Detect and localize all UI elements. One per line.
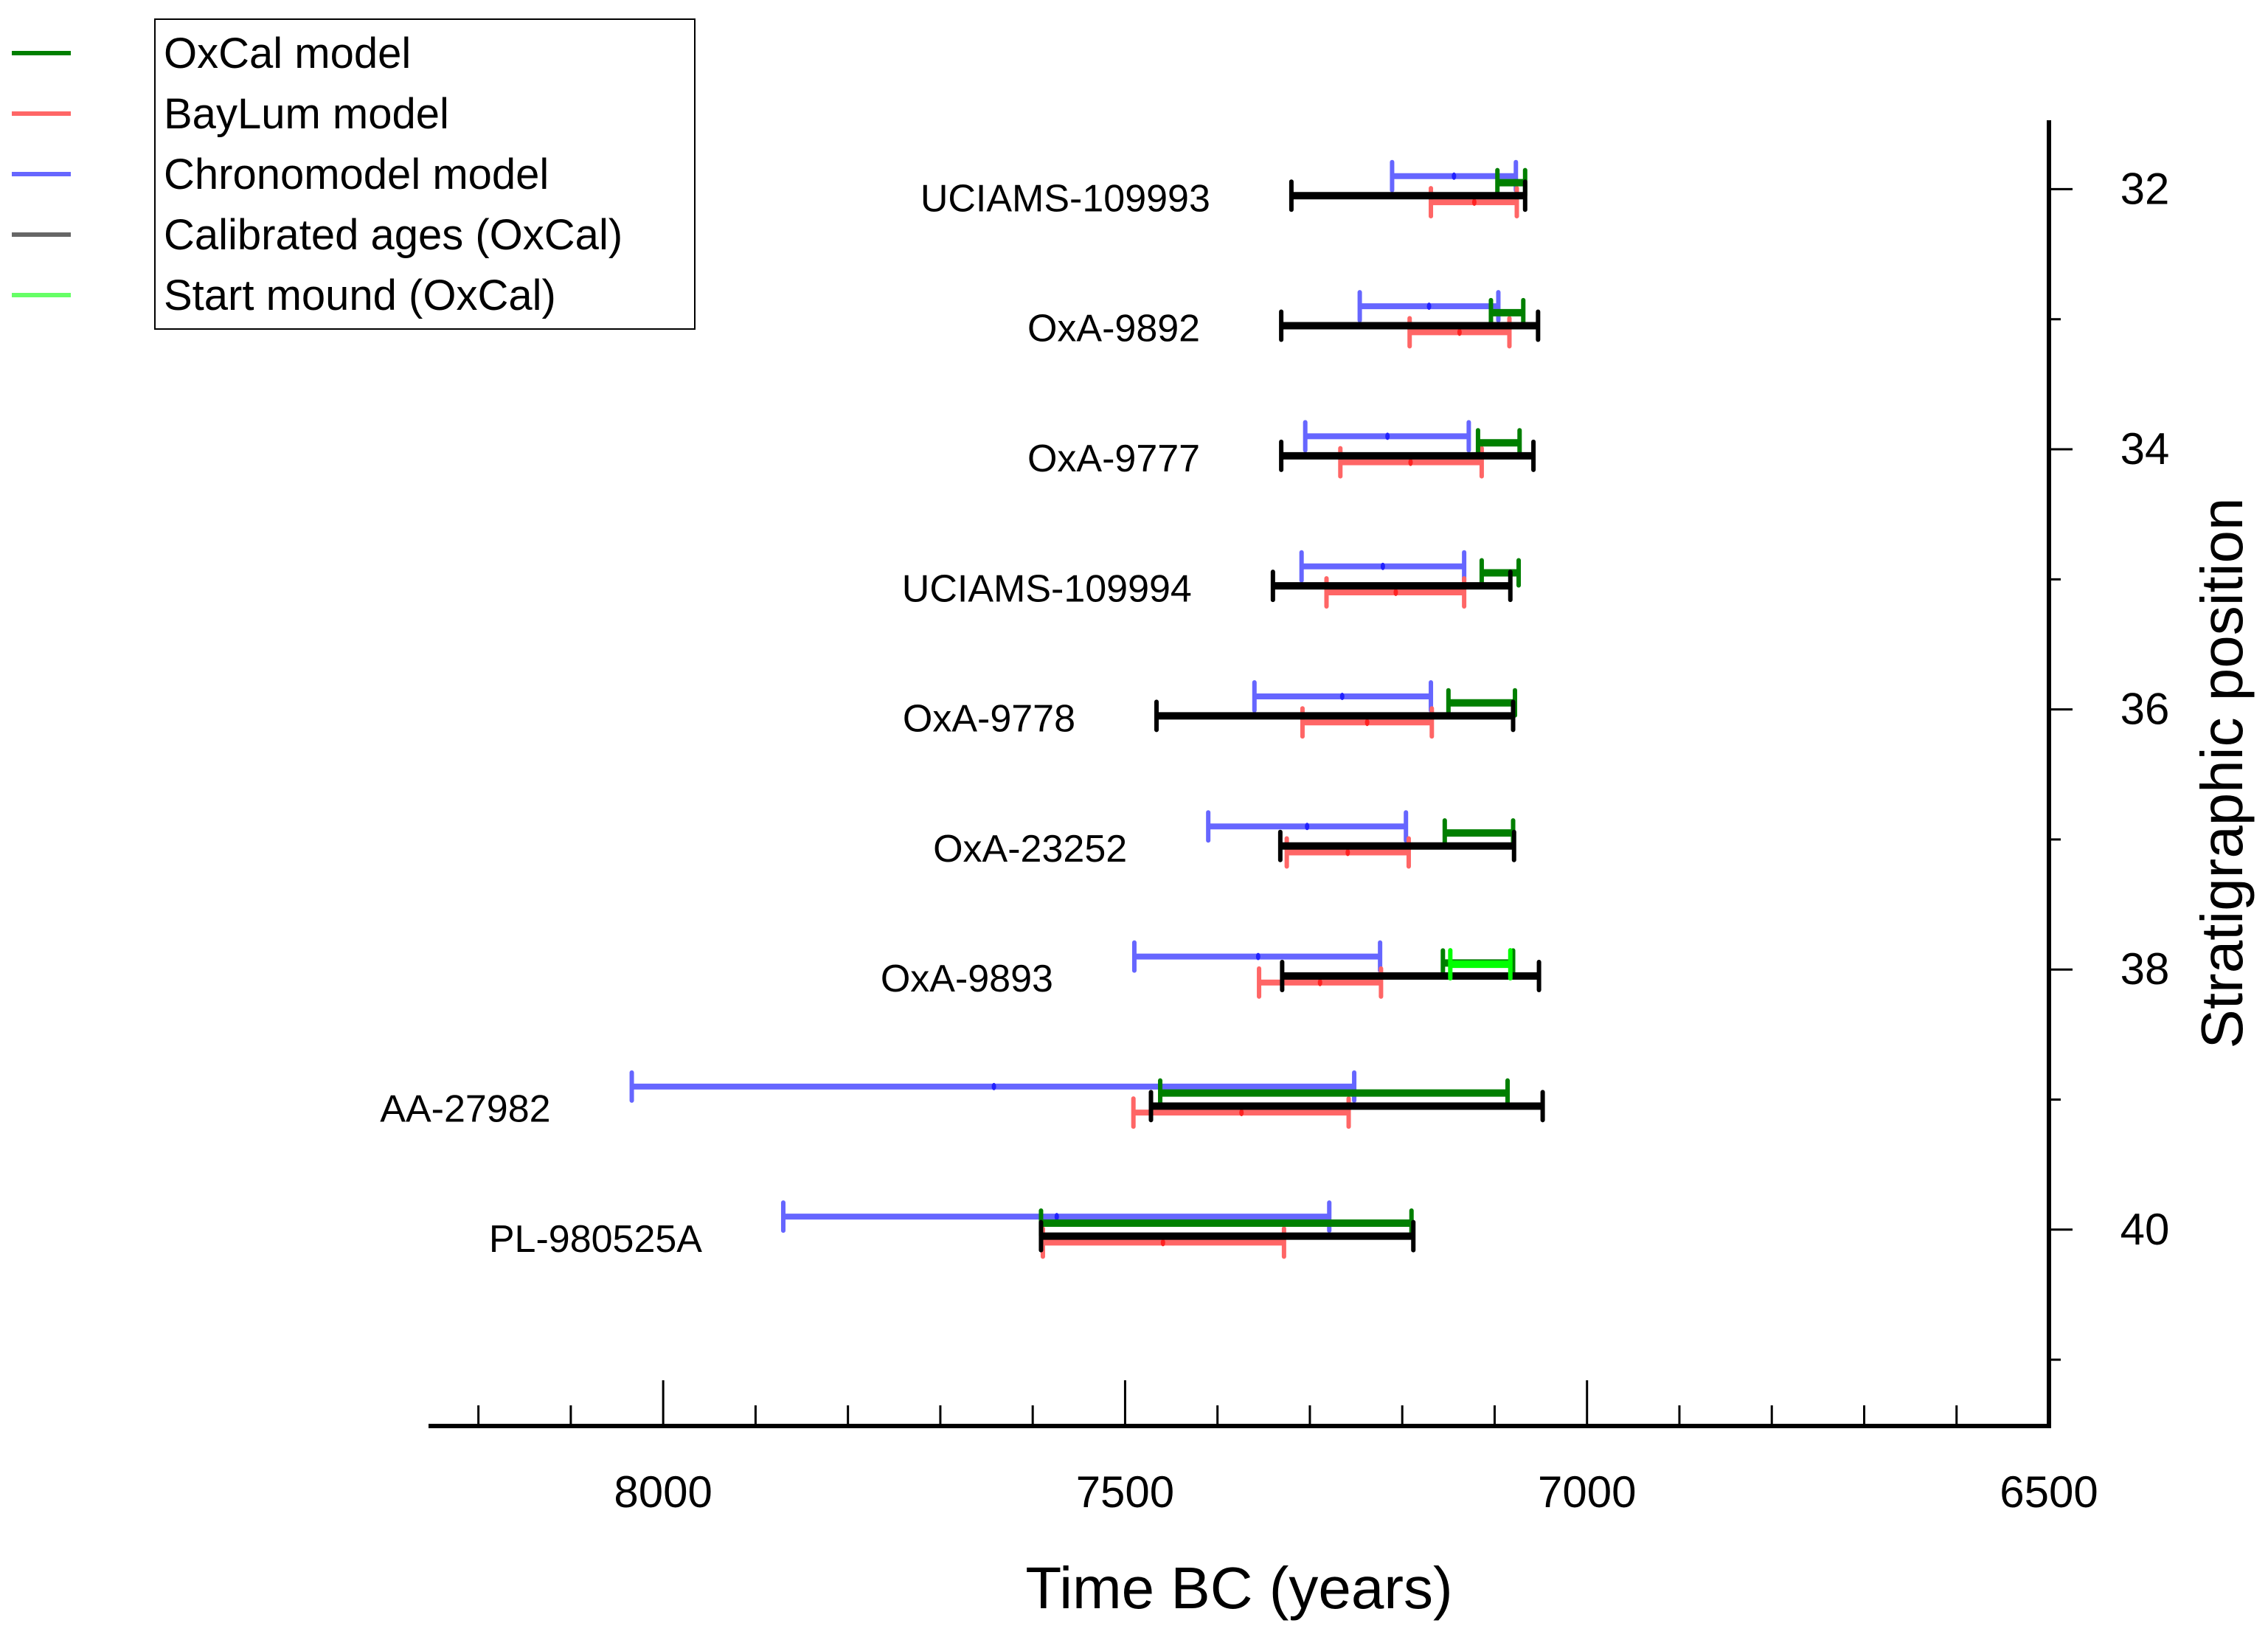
chrono-median-point [1380, 562, 1385, 570]
sample-label: UCIAMS-109994 [902, 567, 1192, 610]
sample-label: AA-27982 [380, 1088, 550, 1131]
baylum-median-point [1160, 1239, 1165, 1247]
x-tick-label: 6500 [2000, 1467, 2098, 1517]
chrono-median-point [1452, 172, 1457, 180]
chrono-median-point [1255, 952, 1260, 961]
sample-label: OxA-9778 [903, 698, 1075, 741]
y-tick-label: 36 [2120, 685, 2170, 734]
baylum-median-point [1457, 328, 1462, 336]
baylum-median-point [1364, 719, 1370, 727]
y-axis-title: Stratigraphic position [2189, 497, 2255, 1048]
baylum-median-point [1345, 848, 1350, 856]
chrono-median-point [1385, 432, 1390, 440]
baylum-median-point [1317, 978, 1322, 986]
calib-legend-label: Calibrated ages (OxCal) [164, 211, 623, 259]
sample-label: OxA-9892 [1027, 308, 1200, 350]
sample-label: OxA-9777 [1027, 437, 1200, 480]
y-tick-label: 32 [2120, 164, 2170, 213]
x-axis-title: Time BC (years) [1025, 1555, 1452, 1621]
baylum-median-point [1471, 198, 1477, 207]
baylum-legend-label: BayLum model [164, 90, 449, 138]
baylum-median-point [1239, 1109, 1244, 1117]
sample-row [780, 1200, 1416, 1259]
chrono-median-point [1339, 692, 1345, 700]
sample-row [1270, 550, 1522, 609]
y-tick-label: 34 [2120, 424, 2170, 474]
y-tick-label: 40 [2120, 1205, 2170, 1254]
y-axis: 32 34 36 38 40 [2047, 120, 2170, 1428]
oxcal-legend-label: OxCal model [164, 30, 411, 77]
chrono-median-point [1054, 1213, 1059, 1221]
x-tick-label: 7000 [1538, 1467, 1636, 1517]
plot-marks [629, 159, 1545, 1259]
sample-labels: UCIAMS-109993 OxA-9892 OxA-9777 UCIAMS-1099… [380, 177, 1210, 1260]
legend-box [154, 18, 696, 330]
chrono-median-point [1426, 302, 1432, 311]
sample-row [1289, 159, 1527, 219]
sample-label: PL-980525A [489, 1218, 702, 1261]
chrono-median-point [991, 1082, 996, 1090]
y-tick-label: 38 [2120, 944, 2170, 994]
sample-row [1279, 420, 1536, 479]
baylum-median-point [1393, 588, 1398, 596]
sample-row [1154, 679, 1518, 739]
baylum-median-point [1408, 458, 1413, 466]
sample-label: OxA-23252 [933, 828, 1127, 871]
chrono-legend-label: Chronomodel model [164, 150, 549, 198]
sample-label: UCIAMS-109993 [920, 177, 1210, 220]
sample-row [1206, 810, 1516, 869]
legend: OxCal model BayLum model Chronomodel model… [12, 18, 696, 330]
sample-row [1279, 290, 1541, 349]
x-tick-label: 7500 [1076, 1467, 1174, 1517]
sample-row [1131, 940, 1542, 999]
x-tick-label: 8000 [614, 1467, 712, 1517]
chrono-median-point [1305, 823, 1310, 831]
sample-label: OxA-9893 [881, 958, 1053, 1000]
start-legend-label: Start mound (OxCal) [164, 271, 556, 319]
x-axis: 8000 7500 7000 6500 [429, 1380, 2098, 1517]
sample-row [629, 1070, 1545, 1129]
